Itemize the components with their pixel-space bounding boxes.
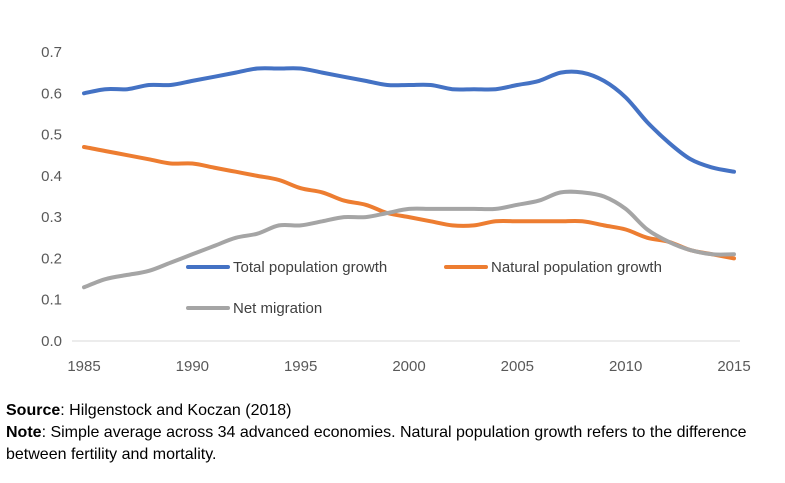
x-axis-ticks: 1985 1990 1995 2000 2005 2010 2015	[67, 358, 750, 375]
x-tick-label: 1985	[67, 358, 100, 375]
note-text: : Simple average across 34 advanced econ…	[6, 424, 747, 463]
y-tick-label: 0.3	[41, 209, 62, 226]
legend-label-net-migration: Net migration	[233, 300, 322, 317]
y-tick-label: 0.2	[41, 250, 62, 267]
line-chart: 0.0 0.1 0.2 0.3 0.4 0.5 0.6 0.7 1985 1990 1995 200…	[41, 44, 751, 375]
series-line-net-migration	[82, 189, 736, 290]
x-tick-label: 2000	[392, 358, 425, 375]
legend-label-natural-population-growth: Natural population growth	[491, 259, 662, 276]
legend-label-total-population-growth: Total population growth	[233, 259, 387, 276]
chart-notes: Source: Hilgenstock and Koczan (2018) No…	[6, 400, 766, 466]
legend: Total population growth Natural populatio…	[186, 259, 662, 317]
x-tick-label: 1995	[284, 358, 317, 375]
series-line-natural-population-growth	[82, 145, 736, 261]
x-tick-label: 2015	[717, 358, 750, 375]
y-tick-label: 0.0	[41, 333, 62, 350]
source-line: Source: Hilgenstock and Koczan (2018)	[6, 400, 766, 422]
series-lines	[82, 66, 736, 290]
x-tick-label: 1990	[176, 358, 209, 375]
y-tick-label: 0.7	[41, 44, 62, 61]
y-tick-label: 0.4	[41, 168, 62, 185]
source-text: : Hilgenstock and Koczan (2018)	[60, 402, 292, 419]
note-label: Note	[6, 424, 42, 441]
y-axis-ticks: 0.0 0.1 0.2 0.3 0.4 0.5 0.6 0.7	[41, 44, 62, 350]
y-tick-label: 0.5	[41, 127, 62, 144]
source-label: Source	[6, 402, 61, 419]
x-tick-label: 2005	[501, 358, 534, 375]
note-line: Note: Simple average across 34 advanced …	[6, 422, 766, 466]
x-tick-label: 2010	[609, 358, 642, 375]
series-line-total-population-growth	[82, 66, 736, 174]
y-tick-label: 0.1	[41, 292, 62, 309]
y-tick-label: 0.6	[41, 85, 62, 102]
